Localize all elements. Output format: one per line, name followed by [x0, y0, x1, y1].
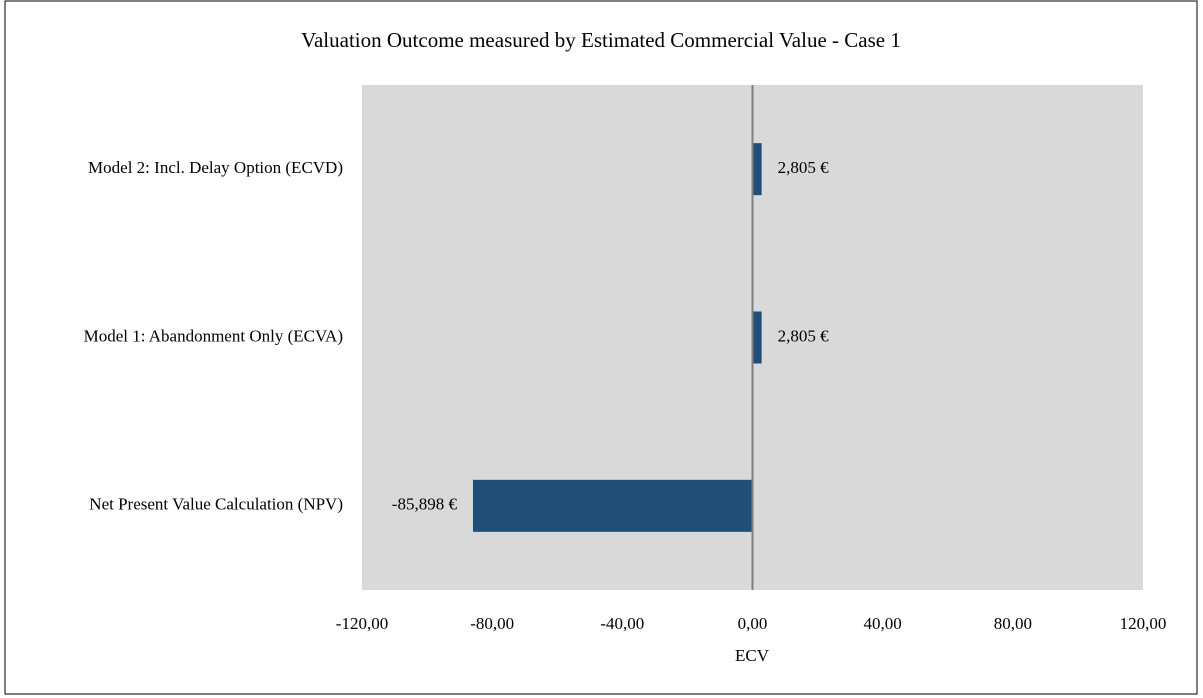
x-tick-label: 120,00 — [1120, 614, 1167, 633]
x-axis-title: ECV — [735, 646, 770, 665]
value-label: 2,805 € — [778, 158, 830, 177]
bar — [752, 143, 762, 196]
x-tick-label: -40,00 — [600, 614, 644, 633]
y-tick-label: Model 1: Abandonment Only (ECVA) — [84, 326, 343, 345]
x-tick-label: 0,00 — [738, 614, 768, 633]
bar — [472, 479, 753, 532]
x-tick-label: -120,00 — [336, 614, 388, 633]
y-tick-label: Model 2: Incl. Delay Option (ECVD) — [88, 158, 343, 177]
x-tick-label: 80,00 — [994, 614, 1032, 633]
value-label: 2,805 € — [778, 326, 830, 345]
x-tick-label: 40,00 — [864, 614, 902, 633]
y-tick-label: Net Present Value Calculation (NPV) — [89, 495, 343, 514]
chart-title: Valuation Outcome measured by Estimated … — [301, 28, 901, 52]
bar — [752, 311, 762, 364]
x-tick-label: -80,00 — [470, 614, 514, 633]
value-label: -85,898 € — [392, 495, 458, 514]
